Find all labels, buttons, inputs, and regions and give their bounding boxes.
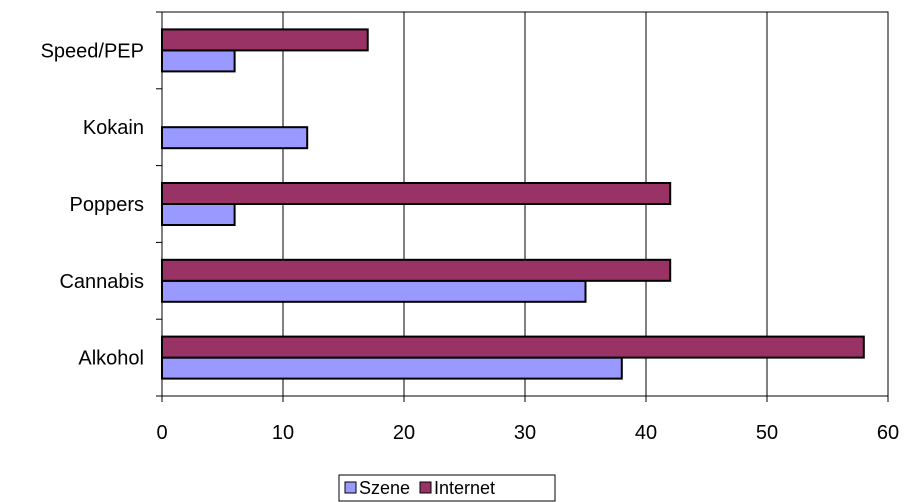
category-label: Poppers — [70, 194, 145, 216]
x-tick-label: 0 — [156, 422, 167, 444]
x-tick-label: 20 — [393, 422, 415, 444]
legend: Szene Internet — [338, 474, 556, 502]
category-label: Alkohol — [78, 348, 144, 370]
bar-internet — [161, 28, 369, 52]
bar-szene — [161, 279, 587, 303]
x-tick-label: 60 — [877, 422, 899, 444]
category-label: Cannabis — [59, 271, 144, 293]
legend-swatch — [419, 481, 432, 494]
bar-szene — [161, 356, 623, 380]
bars — [161, 28, 865, 380]
bar-internet — [161, 258, 672, 282]
bar-szene — [161, 49, 236, 73]
legend-label: Szene — [359, 478, 410, 498]
bar-szene — [161, 126, 309, 150]
x-tick-label: 30 — [514, 422, 536, 444]
legend-box — [338, 474, 556, 502]
bar-internet — [161, 182, 672, 205]
bar-szene — [161, 203, 236, 226]
bar-internet — [161, 335, 865, 359]
x-tick-label: 10 — [272, 422, 294, 444]
x-tick-label: 50 — [756, 422, 778, 444]
category-label: Kokain — [83, 117, 144, 139]
legend-swatch — [344, 481, 357, 494]
category-label: Speed/PEP — [41, 40, 144, 62]
legend-label: Internet — [434, 478, 495, 498]
tick-labels: 0 10 20 30 40 50 60 — [156, 422, 899, 444]
x-tick-label: 40 — [635, 422, 657, 444]
category-labels: Speed/PEP Kokain Poppers Cannabis Alkohol — [41, 40, 144, 369]
axes — [156, 11, 889, 402]
